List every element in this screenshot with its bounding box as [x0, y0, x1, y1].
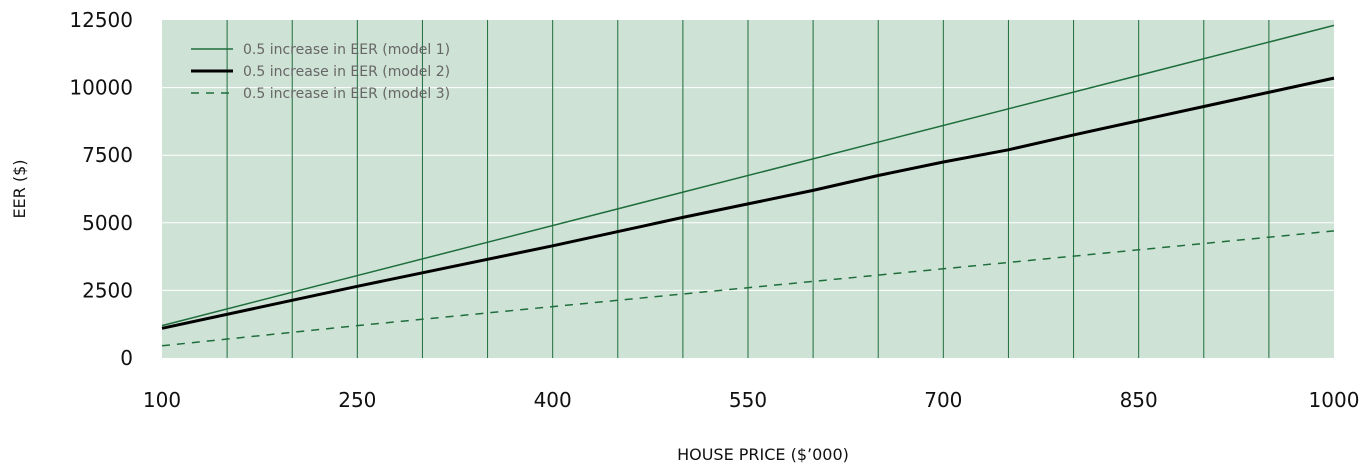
x-tick-label: 550 — [729, 388, 767, 412]
y-tick-label: 7500 — [82, 143, 133, 167]
grid — [162, 20, 1334, 358]
series-lines — [161, 24, 1335, 347]
series-line-model-2 — [161, 76, 1335, 330]
x-tick-label: 1000 — [1309, 388, 1360, 412]
y-axis-title: EER ($) — [10, 159, 29, 218]
x-axis-title: HOUSE PRICE ($’000) — [677, 445, 849, 464]
axis-ticks: 100 250 400 550 700 850 1000025005000750010000… — [69, 8, 1359, 412]
x-tick-label: 250 — [338, 388, 376, 412]
y-tick-label: 0 — [120, 346, 133, 370]
y-tick-label: 2500 — [82, 278, 133, 302]
y-tick-label: 12500 — [69, 8, 133, 32]
x-tick-label: 100 — [143, 388, 181, 412]
x-tick-label: 400 — [534, 388, 572, 412]
legend-label-model-2: 0.5 increase in EER (model 2) — [243, 64, 450, 80]
series-line-model-1 — [161, 24, 1335, 327]
legend-label-model-1: 0.5 increase in EER (model 1) — [243, 42, 450, 58]
y-tick-label: 5000 — [82, 211, 133, 235]
legend-label-model-3: 0.5 increase in EER (model 3) — [243, 86, 450, 102]
series-line-model-3 — [161, 230, 1335, 347]
x-tick-label: 700 — [924, 388, 962, 412]
legend: 0.5 increase in EER (model 1) 0.5 increas… — [191, 42, 450, 102]
x-tick-label: 850 — [1120, 388, 1158, 412]
y-tick-label: 10000 — [69, 76, 133, 100]
